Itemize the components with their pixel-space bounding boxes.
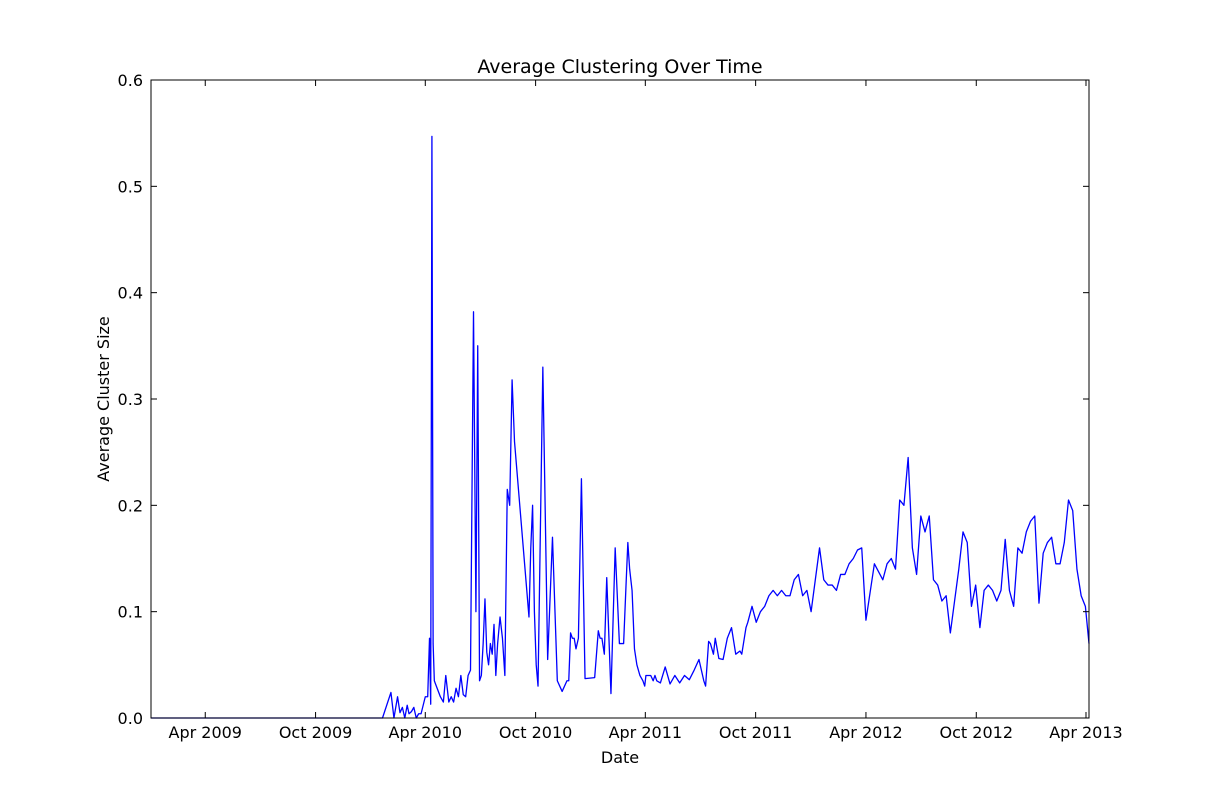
- x-tick-label: Apr 2009: [169, 723, 242, 742]
- plot-area: 0.00.10.20.30.40.50.6 Apr 2009 Oct 2009 Ap…: [118, 71, 1123, 742]
- x-axis-title: Date: [601, 748, 639, 767]
- x-tick-label: Oct 2009: [279, 723, 352, 742]
- y-tick-label: 0.6: [118, 71, 143, 90]
- x-tick-label: Apr 2013: [1049, 723, 1122, 742]
- x-tick-label: Apr 2011: [609, 723, 682, 742]
- x-tick-label: Oct 2010: [499, 723, 572, 742]
- y-tick-label: 0.1: [118, 603, 143, 622]
- y-tick-label: 0.5: [118, 177, 143, 196]
- y-axis-title: Average Cluster Size: [94, 316, 113, 482]
- chart-title: Average Clustering Over Time: [477, 56, 762, 78]
- x-tick-label: Apr 2012: [829, 723, 902, 742]
- x-tick-label: Oct 2011: [719, 723, 792, 742]
- x-tick-label: Oct 2012: [940, 723, 1013, 742]
- y-tick-label: 0.3: [118, 390, 143, 409]
- y-tick-label: 0.0: [118, 709, 143, 728]
- y-tick-label: 0.4: [118, 284, 143, 303]
- x-axis: Apr 2009 Oct 2009 Apr 2010 Oct 2010 Apr 2011…: [169, 80, 1123, 742]
- x-tick-label: Apr 2010: [389, 723, 462, 742]
- y-tick-label: 0.2: [118, 496, 143, 515]
- series-line: [151, 135, 1090, 719]
- y-axis: 0.0 0.1 0.2 0.3 0.4 0.5 0.6: [118, 71, 1089, 728]
